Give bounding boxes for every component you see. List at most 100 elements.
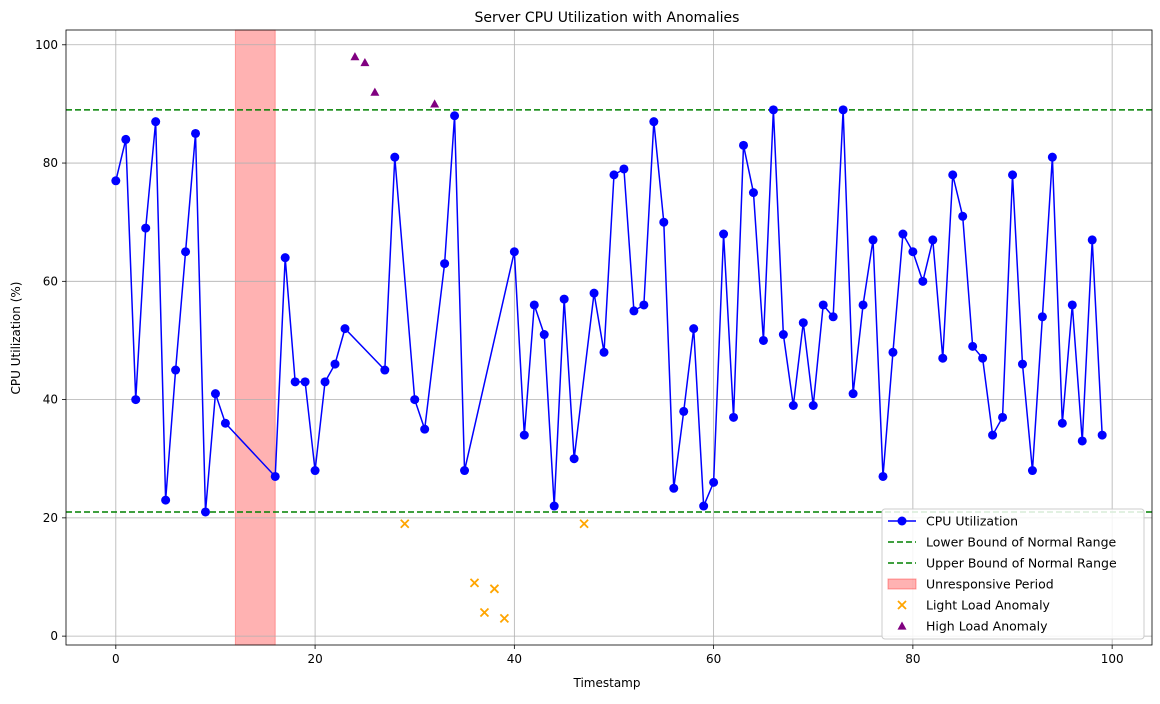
cpu-data-point xyxy=(320,377,330,387)
cpu-data-point xyxy=(191,128,201,138)
cpu-data-point xyxy=(529,300,539,310)
light-load-anomaly-marker xyxy=(479,607,490,618)
x-tick-label: 40 xyxy=(507,652,522,666)
cpu-data-point xyxy=(968,341,978,351)
x-tick-label: 100 xyxy=(1101,652,1124,666)
cpu-data-point xyxy=(200,507,210,517)
cpu-data-point xyxy=(758,335,768,345)
legend-entry-lower-bound: Lower Bound of Normal Range xyxy=(888,535,1117,550)
cpu-data-point xyxy=(858,300,868,310)
x-tick-label: 0 xyxy=(112,652,120,666)
high-load-anomaly-marker xyxy=(370,87,380,96)
legend: CPU Utilization Lower Bound of Normal Ran… xyxy=(881,508,1145,640)
cpu-data-point xyxy=(1047,152,1057,162)
legend-entry-high-anomaly: High Load Anomaly xyxy=(897,619,1048,634)
cpu-data-point xyxy=(928,235,938,245)
cpu-data-point xyxy=(420,424,430,434)
cpu-data-point xyxy=(450,111,460,121)
high-load-anomaly-marker xyxy=(360,58,370,67)
cpu-data-point xyxy=(988,430,998,440)
cpu-data-point xyxy=(709,477,719,487)
cpu-data-point xyxy=(838,105,848,115)
cpu-data-point xyxy=(111,176,121,186)
high-load-anomaly-marker xyxy=(350,52,360,61)
cpu-data-point xyxy=(1057,418,1067,428)
legend-handle-triangle xyxy=(897,621,907,630)
cpu-data-point xyxy=(599,347,609,357)
cpu-data-point xyxy=(798,318,808,328)
cpu-data-point xyxy=(808,401,818,411)
legend-label: High Load Anomaly xyxy=(926,619,1048,634)
legend-handle-patch xyxy=(887,578,917,590)
cpu-data-point xyxy=(898,229,908,239)
legend-entry-light-anomaly: Light Load Anomaly xyxy=(897,598,1051,613)
legend-entry-cpu: CPU Utilization xyxy=(888,514,1018,529)
cpu-data-point xyxy=(549,501,559,511)
cpu-data-point xyxy=(719,229,729,239)
cpu-data-point xyxy=(878,471,888,481)
cpu-data-point xyxy=(1008,170,1018,180)
cpu-data-point xyxy=(659,217,669,227)
light-load-anomaly-marker xyxy=(579,519,589,529)
cpu-data-point xyxy=(380,365,390,375)
cpu-data-point xyxy=(171,365,181,375)
cpu-data-point xyxy=(390,152,400,162)
cpu-data-point xyxy=(509,247,519,257)
cpu-data-point xyxy=(460,466,470,476)
cpu-data-point xyxy=(868,235,878,245)
cpu-data-point xyxy=(1017,359,1027,369)
legend-label: Unresponsive Period xyxy=(926,577,1054,592)
y-tick-label: 20 xyxy=(43,511,58,525)
cpu-data-point xyxy=(938,353,948,363)
cpu-data-point xyxy=(300,377,310,387)
y-tick-label: 100 xyxy=(35,38,58,52)
cpu-data-point xyxy=(519,430,529,440)
axes-frame xyxy=(65,29,1153,646)
y-tick-label: 80 xyxy=(43,156,58,170)
cpu-data-point xyxy=(958,211,968,221)
cpu-data-point xyxy=(330,359,340,369)
cpu-data-point xyxy=(609,170,619,180)
cpu-data-point xyxy=(908,247,918,257)
legend-label: Light Load Anomaly xyxy=(926,598,1051,613)
x-tick-label: 80 xyxy=(905,652,920,666)
cpu-data-point xyxy=(1077,436,1087,446)
plot-area: 0 20 40 60 80 100 0 20 40 60 80 100 xyxy=(35,29,1153,666)
cpu-data-point xyxy=(131,395,141,405)
cpu-data-point xyxy=(280,253,290,263)
high-load-anomaly-marker xyxy=(430,99,440,108)
cpu-data-point xyxy=(161,495,171,505)
cpu-data-point xyxy=(639,300,649,310)
cpu-data-point xyxy=(948,170,958,180)
cpu-data-point xyxy=(818,300,828,310)
cpu-data-point xyxy=(888,347,898,357)
legend-label: CPU Utilization xyxy=(926,514,1018,529)
cpu-data-point xyxy=(679,406,689,416)
cpu-data-point xyxy=(1067,300,1077,310)
cpu-data-point xyxy=(998,412,1008,422)
cpu-data-point xyxy=(788,401,798,411)
cpu-data-point xyxy=(220,418,230,428)
cpu-data-point xyxy=(689,324,699,334)
cpu-data-point xyxy=(768,105,778,115)
cpu-data-point xyxy=(181,247,191,257)
cpu-data-point xyxy=(699,501,709,511)
unresponsive-period-band xyxy=(234,29,276,646)
cpu-data-point xyxy=(619,164,629,174)
light-load-anomaly-marker xyxy=(499,613,510,624)
y-tick-label: 40 xyxy=(43,393,58,407)
cpu-data-point xyxy=(410,395,420,405)
cpu-data-point xyxy=(729,412,739,422)
x-axis-label: Timestamp xyxy=(573,676,641,690)
cpu-data-point xyxy=(539,330,549,340)
cpu-data-point xyxy=(669,483,679,493)
cpu-data-point xyxy=(270,471,280,481)
legend-entry-upper-bound: Upper Bound of Normal Range xyxy=(888,556,1117,571)
light-load-anomaly-marker xyxy=(400,519,410,529)
cpu-data-point xyxy=(918,276,928,286)
cpu-data-point xyxy=(748,188,758,198)
x-tick-label: 60 xyxy=(706,652,721,666)
legend-label: Lower Bound of Normal Range xyxy=(926,535,1117,550)
legend-handle-marker xyxy=(897,516,907,526)
